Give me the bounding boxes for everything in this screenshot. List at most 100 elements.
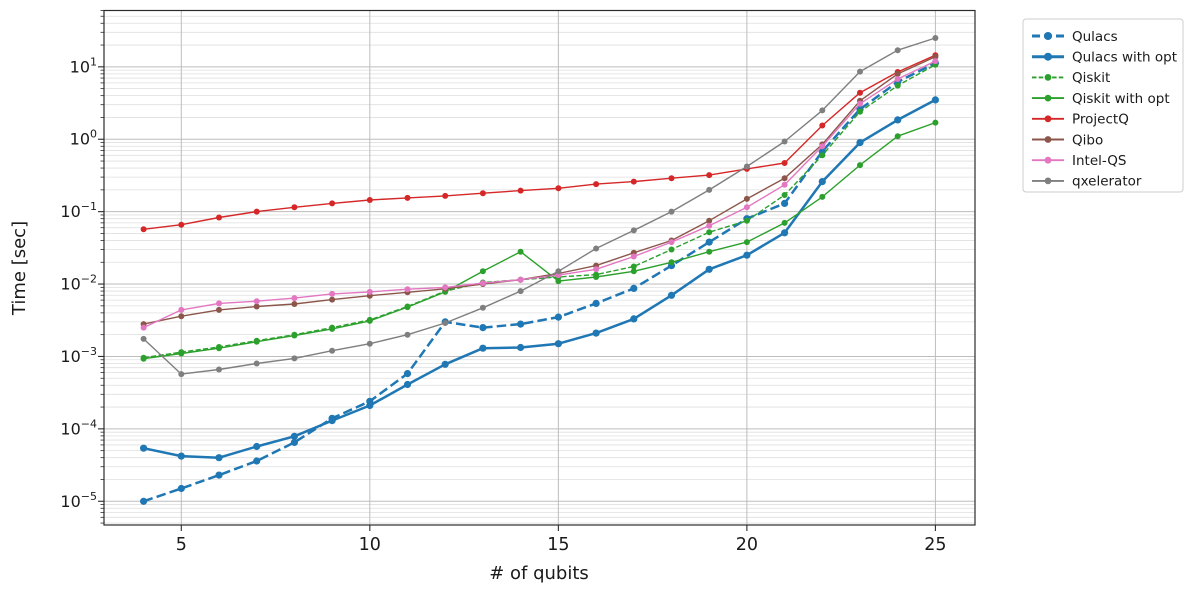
- x-tick-label: 20: [736, 535, 758, 555]
- x-tick-label: 15: [547, 535, 569, 555]
- data-point: [216, 214, 222, 221]
- data-point: [216, 345, 222, 352]
- data-point: [593, 245, 600, 252]
- data-point: [441, 360, 449, 368]
- data-point: [404, 331, 411, 338]
- data-point: [743, 217, 750, 224]
- data-point: [554, 340, 563, 348]
- data-point: [517, 320, 525, 328]
- data-point: [404, 304, 411, 311]
- data-point: [857, 68, 863, 75]
- data-point: [253, 208, 260, 215]
- legend-marker: [1044, 136, 1052, 143]
- data-point: [403, 370, 412, 378]
- data-point: [630, 263, 637, 270]
- data-point: [781, 219, 788, 226]
- y-tick-label: 101: [70, 55, 97, 76]
- data-point: [819, 143, 826, 150]
- data-point: [291, 295, 298, 302]
- data-point: [291, 204, 298, 211]
- data-point: [894, 70, 901, 77]
- legend-marker: [1044, 32, 1052, 40]
- data-point: [216, 366, 222, 373]
- legend-label: Qulacs with opt: [1072, 50, 1177, 66]
- data-point: [706, 248, 713, 255]
- data-point: [781, 175, 788, 182]
- data-point: [216, 300, 222, 307]
- y-tick-label: 10−5: [60, 490, 97, 511]
- data-point: [630, 178, 637, 185]
- data-point: [253, 338, 260, 345]
- data-point: [743, 195, 750, 202]
- data-point: [442, 320, 449, 326]
- data-point: [932, 53, 939, 60]
- legend: Qulacs Qulacs with opt Qiskit Qiskit with o…: [1022, 18, 1184, 193]
- data-point: [819, 152, 826, 159]
- data-point: [706, 229, 713, 236]
- data-point: [857, 89, 863, 96]
- data-point: [216, 306, 222, 313]
- series-line-qulacs-with-opt: [143, 98, 936, 459]
- series-line-qxelerator: [143, 37, 936, 375]
- series-layer: [140, 35, 940, 505]
- data-point: [291, 332, 298, 339]
- data-point: [366, 401, 374, 410]
- data-point: [668, 246, 675, 253]
- x-axis-label: # of qubits: [489, 563, 589, 584]
- data-point: [781, 138, 788, 145]
- data-point: [404, 286, 411, 293]
- data-point: [894, 47, 901, 54]
- legend-item-qiskit-with-opt: Qiskit with opt: [1032, 91, 1170, 107]
- data-point: [743, 204, 750, 211]
- legend-item-qulacs-with-opt: Qulacs with opt: [1032, 50, 1177, 66]
- series-line-projectq: [143, 54, 936, 230]
- data-point: [140, 335, 147, 342]
- data-point: [479, 304, 486, 311]
- data-point: [291, 301, 298, 307]
- axes-spines: [103, 9, 976, 526]
- plot-border: [103, 9, 976, 526]
- data-point: [178, 371, 185, 378]
- series-line-qiskit-with-opt: [143, 121, 936, 360]
- data-point: [894, 82, 901, 89]
- data-point: [479, 324, 487, 332]
- y-tick-label: 10−1: [60, 200, 97, 221]
- data-point: [706, 217, 713, 224]
- data-point: [479, 268, 486, 275]
- data-point: [517, 343, 525, 352]
- data-point: [894, 76, 901, 82]
- data-point: [140, 497, 148, 505]
- data-point: [593, 266, 600, 273]
- legend-marker: [1044, 94, 1052, 102]
- data-point: [366, 340, 373, 347]
- data-point: [706, 172, 713, 179]
- data-point: [668, 239, 675, 246]
- data-point: [140, 444, 148, 452]
- data-point: [743, 163, 750, 170]
- legend-label: ProjectQ: [1072, 112, 1129, 128]
- legend-marker: [1044, 177, 1052, 185]
- series-line-qulacs: [143, 61, 936, 503]
- data-point: [667, 291, 676, 299]
- legend-label: Qulacs: [1072, 29, 1118, 45]
- data-point: [555, 278, 562, 285]
- data-point: [140, 355, 147, 362]
- data-point: [290, 438, 298, 446]
- data-point: [743, 239, 750, 246]
- data-point: [894, 116, 902, 124]
- legend-marker: [1044, 74, 1052, 81]
- data-point: [140, 226, 147, 233]
- data-point: [781, 229, 789, 237]
- data-point: [328, 417, 336, 425]
- data-point: [781, 192, 788, 198]
- data-point: [215, 471, 223, 479]
- x-tick-label: 5: [176, 535, 187, 555]
- data-point: [932, 58, 939, 65]
- data-point: [932, 119, 939, 126]
- data-point: [290, 432, 298, 440]
- legend-label: Intel-QS: [1072, 153, 1126, 169]
- data-point: [177, 484, 185, 493]
- x-tick-label: 25: [924, 535, 946, 555]
- x-tick-label: 10: [359, 535, 381, 555]
